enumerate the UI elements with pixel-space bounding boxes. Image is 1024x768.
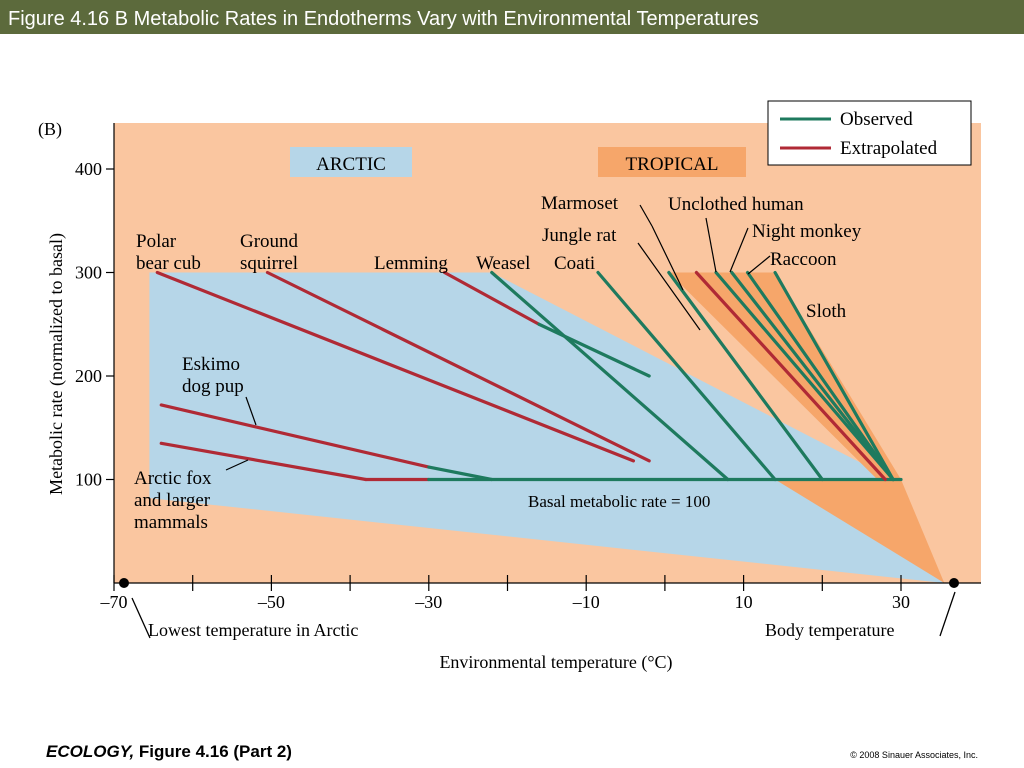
fox-leader bbox=[225, 459, 249, 471]
body-temperature-leader bbox=[939, 591, 956, 637]
species-label-jungle-rat: Jungle rat bbox=[542, 225, 617, 246]
line-polar-bear-cub-extrapolated-0 bbox=[155, 270, 636, 463]
panel-label: (B) bbox=[38, 119, 62, 140]
fox-label-line-2: and larger bbox=[134, 490, 211, 511]
line-weasel-observed-0 bbox=[490, 270, 730, 482]
legend: Observed Extrapolated bbox=[767, 100, 972, 166]
fox-label-line-1: Arctic fox bbox=[134, 468, 212, 489]
footer-citation: ECOLOGY, Figure 4.16 (Part 2) bbox=[46, 742, 292, 762]
line-eskimo-dog-pup-extrapolated-0 bbox=[159, 403, 431, 469]
species-label-coati: Coati bbox=[554, 253, 595, 274]
legend-extrapolated-label: Extrapolated bbox=[840, 138, 938, 159]
species-label-raccoon: Raccoon bbox=[770, 249, 837, 270]
x-tick-label--50: –50 bbox=[257, 592, 285, 612]
slide-title: Figure 4.16 B Metabolic Rates in Endothe… bbox=[8, 8, 759, 30]
line-jungle-rat-observed-0 bbox=[667, 270, 824, 482]
line-arctic-fox-and-larger-mammals-extrapolated-0 bbox=[159, 441, 368, 482]
line-lemming-extrapolated-0 bbox=[442, 270, 541, 326]
tropical-label-box bbox=[598, 147, 746, 177]
species-label-sloth: Sloth bbox=[806, 301, 847, 322]
arctic-label-box bbox=[290, 147, 412, 177]
footer-book: ECOLOGY, bbox=[46, 742, 135, 761]
x-tick-label--70: –70 bbox=[100, 592, 128, 612]
eskimo-label-line-2: dog pup bbox=[182, 376, 244, 397]
tropical-wedge-region bbox=[775, 479, 945, 583]
body-temperature-label: Body temperature bbox=[765, 620, 894, 640]
raccoon-leader bbox=[747, 255, 771, 275]
human-leader bbox=[705, 217, 717, 273]
marmoset-leader bbox=[639, 204, 653, 227]
title-bar: Figure 4.16 B Metabolic Rates in Endothe… bbox=[0, 0, 1024, 34]
x-tick-label--30: –30 bbox=[414, 592, 442, 612]
footer-figure: Figure 4.16 (Part 2) bbox=[138, 742, 292, 761]
species-label-night-monkey: Night monkey bbox=[752, 221, 862, 242]
line-raccoon-observed-0 bbox=[745, 270, 895, 482]
lowest-temperature-leader bbox=[131, 597, 151, 639]
x-tick-label-10: 10 bbox=[735, 592, 753, 612]
label-leaders bbox=[225, 204, 771, 471]
legend-box bbox=[767, 100, 972, 166]
ground-label-line-2: squirrel bbox=[240, 253, 298, 274]
species-label-eskimo-dog-pup: Eskimo dog pup bbox=[182, 354, 245, 397]
line-sloth-observed-0 bbox=[773, 270, 895, 482]
y-tick-label-200: 200 bbox=[75, 366, 102, 386]
jungle-rat-leader bbox=[637, 242, 701, 331]
line-eskimo-dog-pup-observed-1 bbox=[427, 465, 494, 482]
eskimo-label-line-1: Eskimo bbox=[182, 354, 240, 375]
copyright: © 2008 Sinauer Associates, Inc. bbox=[850, 750, 978, 760]
y-tick-label-100: 100 bbox=[75, 470, 102, 490]
tropical-zone-region bbox=[668, 272, 901, 480]
species-label-polar-bear-cub: Polar bear cub bbox=[136, 231, 201, 274]
tropical-label: TROPICAL bbox=[626, 154, 719, 175]
x-axis-title: Environmental temperature (°C) bbox=[439, 652, 672, 673]
y-tick-label-400: 400 bbox=[75, 159, 102, 179]
polar-label-line-2: bear cub bbox=[136, 253, 201, 274]
species-label-arctic-fox: Arctic fox and larger mammals bbox=[134, 468, 216, 533]
line-marmoset-extrapolated-0 bbox=[694, 270, 887, 482]
marmoset-leader-2 bbox=[651, 225, 684, 291]
y-ticks: 100 200 300 400 bbox=[75, 159, 114, 490]
x-ticks: –70 –50 –30 –10 10 30 bbox=[100, 592, 911, 612]
x-tick-label-30: 30 bbox=[892, 592, 910, 612]
line-lemming-observed-1 bbox=[537, 322, 651, 378]
line-night-monkey-observed-0 bbox=[730, 270, 895, 482]
basal-rate-label: Basal metabolic rate = 100 bbox=[528, 492, 710, 511]
line-unclothed-human-observed-0 bbox=[714, 270, 895, 482]
species-lines bbox=[155, 270, 903, 482]
fox-label-line-3: mammals bbox=[134, 512, 208, 533]
ground-label-line-1: Ground bbox=[240, 231, 299, 252]
y-axis-title: Metabolic rate (normalized to basal) bbox=[46, 233, 67, 495]
eskimo-leader bbox=[245, 396, 257, 426]
night-monkey-leader bbox=[729, 227, 749, 273]
y-tick-label-300: 300 bbox=[75, 263, 102, 283]
species-label-lemming: Lemming bbox=[374, 253, 448, 274]
species-label-marmoset: Marmoset bbox=[541, 193, 619, 214]
polar-label-line-1: Polar bbox=[136, 231, 177, 252]
line-coati-observed-0 bbox=[596, 270, 777, 482]
species-label-unclothed-human: Unclothed human bbox=[668, 194, 804, 215]
lowest-temperature-dot bbox=[119, 578, 129, 588]
species-label-weasel: Weasel bbox=[476, 253, 530, 274]
body-temperature-dot bbox=[949, 578, 959, 588]
arctic-label: ARCTIC bbox=[316, 154, 386, 175]
species-label-ground-squirrel: Ground squirrel bbox=[240, 231, 303, 274]
legend-observed-label: Observed bbox=[840, 109, 913, 130]
lowest-temperature-label: Lowest temperature in Arctic bbox=[148, 620, 358, 640]
x-tick-label--10: –10 bbox=[572, 592, 600, 612]
line-ground-squirrel-extrapolated-0 bbox=[265, 270, 651, 463]
